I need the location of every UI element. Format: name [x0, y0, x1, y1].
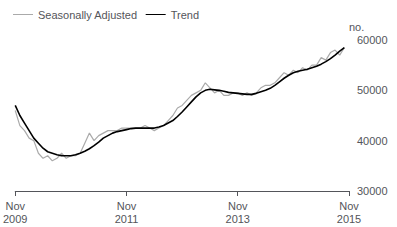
svg-text:2015: 2015	[337, 213, 361, 225]
svg-text:Nov: Nov	[117, 200, 137, 212]
svg-text:Nov: Nov	[339, 200, 359, 212]
svg-text:30000: 30000	[357, 185, 388, 197]
svg-text:2013: 2013	[226, 213, 250, 225]
svg-text:no.: no.	[349, 21, 364, 33]
svg-text:Nov: Nov	[5, 200, 25, 212]
svg-text:2009: 2009	[3, 213, 27, 225]
svg-text:Seasonally Adjusted: Seasonally Adjusted	[38, 9, 137, 21]
svg-text:50000: 50000	[357, 84, 388, 96]
svg-text:2011: 2011	[115, 213, 139, 225]
svg-text:60000: 60000	[357, 34, 388, 46]
svg-text:Trend: Trend	[171, 9, 199, 21]
svg-text:Nov: Nov	[228, 200, 248, 212]
svg-text:40000: 40000	[357, 135, 388, 147]
